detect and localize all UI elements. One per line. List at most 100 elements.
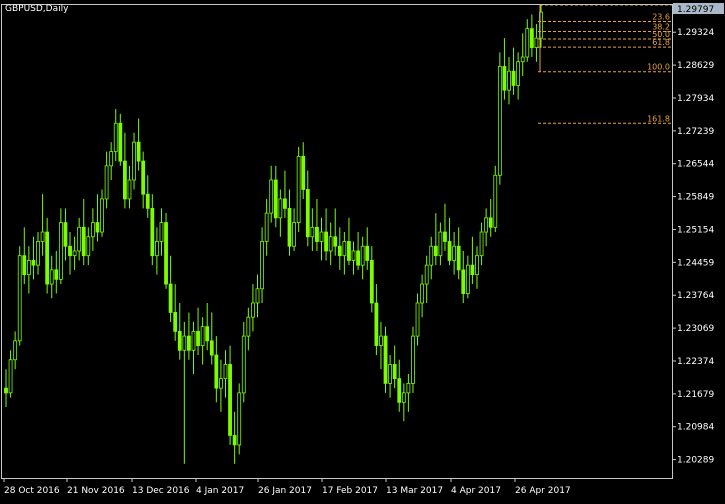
candle-body	[443, 231, 447, 242]
fibo-level-label: 23.6	[652, 13, 670, 22]
candle-body	[484, 217, 489, 233]
candle-body	[475, 255, 479, 276]
candle-body	[100, 198, 104, 233]
candle-body	[301, 155, 306, 190]
candle-body	[214, 354, 219, 389]
candle-body	[315, 226, 319, 242]
candle-body	[278, 198, 283, 219]
time-tick-label: 13 Dec 2016	[132, 486, 190, 496]
candle-body	[13, 340, 18, 361]
price-tick-label: 1.22374	[677, 357, 714, 367]
candle-body	[438, 231, 443, 257]
fibonacci-retracement: 23.638.250.061.8 100.0 161.8	[538, 4, 672, 124]
price-tick-label: 1.29324	[677, 28, 714, 38]
candle-body	[456, 245, 461, 271]
candles-layer	[4, 5, 543, 464]
candle-body	[241, 335, 246, 394]
candle-body	[502, 66, 507, 91]
candle-body	[122, 160, 127, 200]
candle-body	[4, 387, 8, 394]
candle-body	[447, 241, 452, 261]
candle-body	[45, 231, 50, 285]
candle-body	[251, 302, 255, 318]
price-tick-label: 1.24459	[677, 258, 714, 268]
candle-body	[40, 231, 45, 242]
candle-body	[342, 241, 347, 257]
fibo-level-label: 161.8	[647, 114, 670, 123]
time-tick-label: 4 Apr 2017	[451, 486, 501, 496]
candle-body	[68, 245, 72, 257]
candle-body	[150, 207, 155, 257]
candle-body	[237, 392, 242, 446]
candle-body	[26, 260, 31, 276]
time-tick-label: 26 Apr 2017	[515, 486, 571, 496]
candle-body	[534, 37, 539, 48]
price-tick-label: 1.23069	[677, 324, 714, 334]
candle-body	[397, 378, 402, 403]
candle-body	[529, 28, 534, 48]
price-tick-label: 1.25849	[677, 193, 714, 203]
candle-body	[488, 217, 493, 228]
price-axis: 1.29324 1.28629 1.27934 1.27239 1.26544 1.258…	[672, 28, 714, 466]
candle-body	[406, 382, 411, 394]
current-price-box	[673, 3, 724, 14]
candle-body	[511, 70, 516, 86]
plot-frame	[1, 4, 673, 479]
candle-body	[310, 226, 315, 238]
candle-body	[72, 250, 77, 257]
candle-body	[319, 231, 324, 242]
candle-body	[141, 160, 146, 195]
candle-body	[260, 241, 264, 290]
candle-body	[374, 302, 379, 346]
candle-body	[465, 264, 470, 294]
candle-body	[246, 316, 251, 337]
candle-body	[136, 141, 141, 162]
price-tick-label: 1.20984	[677, 423, 714, 433]
time-tick-label: 17 Feb 2017	[322, 486, 378, 496]
candle-body	[132, 141, 136, 181]
time-tick-label: 26 Jan 2017	[258, 486, 312, 496]
fibo-level-label: 100.0	[647, 63, 670, 72]
price-tick-label: 1.23764	[677, 291, 714, 301]
candle-body	[283, 198, 287, 209]
candle-body	[429, 245, 434, 266]
candle-body	[58, 222, 63, 280]
candle-body	[420, 283, 425, 304]
candle-body	[159, 222, 164, 242]
price-tick-label: 1.27239	[677, 127, 714, 137]
price-tick-label: 1.28629	[677, 61, 714, 71]
candle-body	[360, 245, 365, 266]
candle-body	[305, 189, 310, 238]
time-tick-label: 21 Nov 2016	[67, 486, 125, 496]
candle-body	[63, 222, 68, 247]
candle-body	[90, 222, 95, 238]
candle-body	[273, 179, 278, 219]
candle-body	[411, 335, 415, 384]
price-tick-label: 1.20289	[677, 456, 714, 466]
candle-body	[118, 122, 123, 162]
candle-body	[497, 66, 502, 176]
fibo-level-label: 61.8	[652, 38, 670, 47]
candle-body	[369, 260, 374, 304]
candle-body	[433, 245, 438, 257]
candle-body	[351, 250, 356, 261]
candle-body	[228, 364, 232, 436]
candle-body	[452, 245, 457, 261]
candle-body	[205, 326, 210, 342]
candle-body	[209, 340, 214, 356]
candle-body	[255, 288, 260, 304]
candle-body	[77, 226, 82, 252]
candle-body	[232, 435, 237, 446]
candle-body	[31, 260, 36, 266]
candle-body	[187, 335, 191, 351]
time-tick-label: 4 Jan 2017	[196, 486, 244, 496]
candle-body	[479, 231, 484, 257]
candle-body	[296, 155, 301, 223]
fibo-level-label: 50.0	[652, 30, 670, 39]
candle-body	[223, 364, 228, 380]
candle-body	[461, 269, 466, 294]
candle-body	[269, 179, 274, 214]
candle-body	[388, 364, 393, 384]
